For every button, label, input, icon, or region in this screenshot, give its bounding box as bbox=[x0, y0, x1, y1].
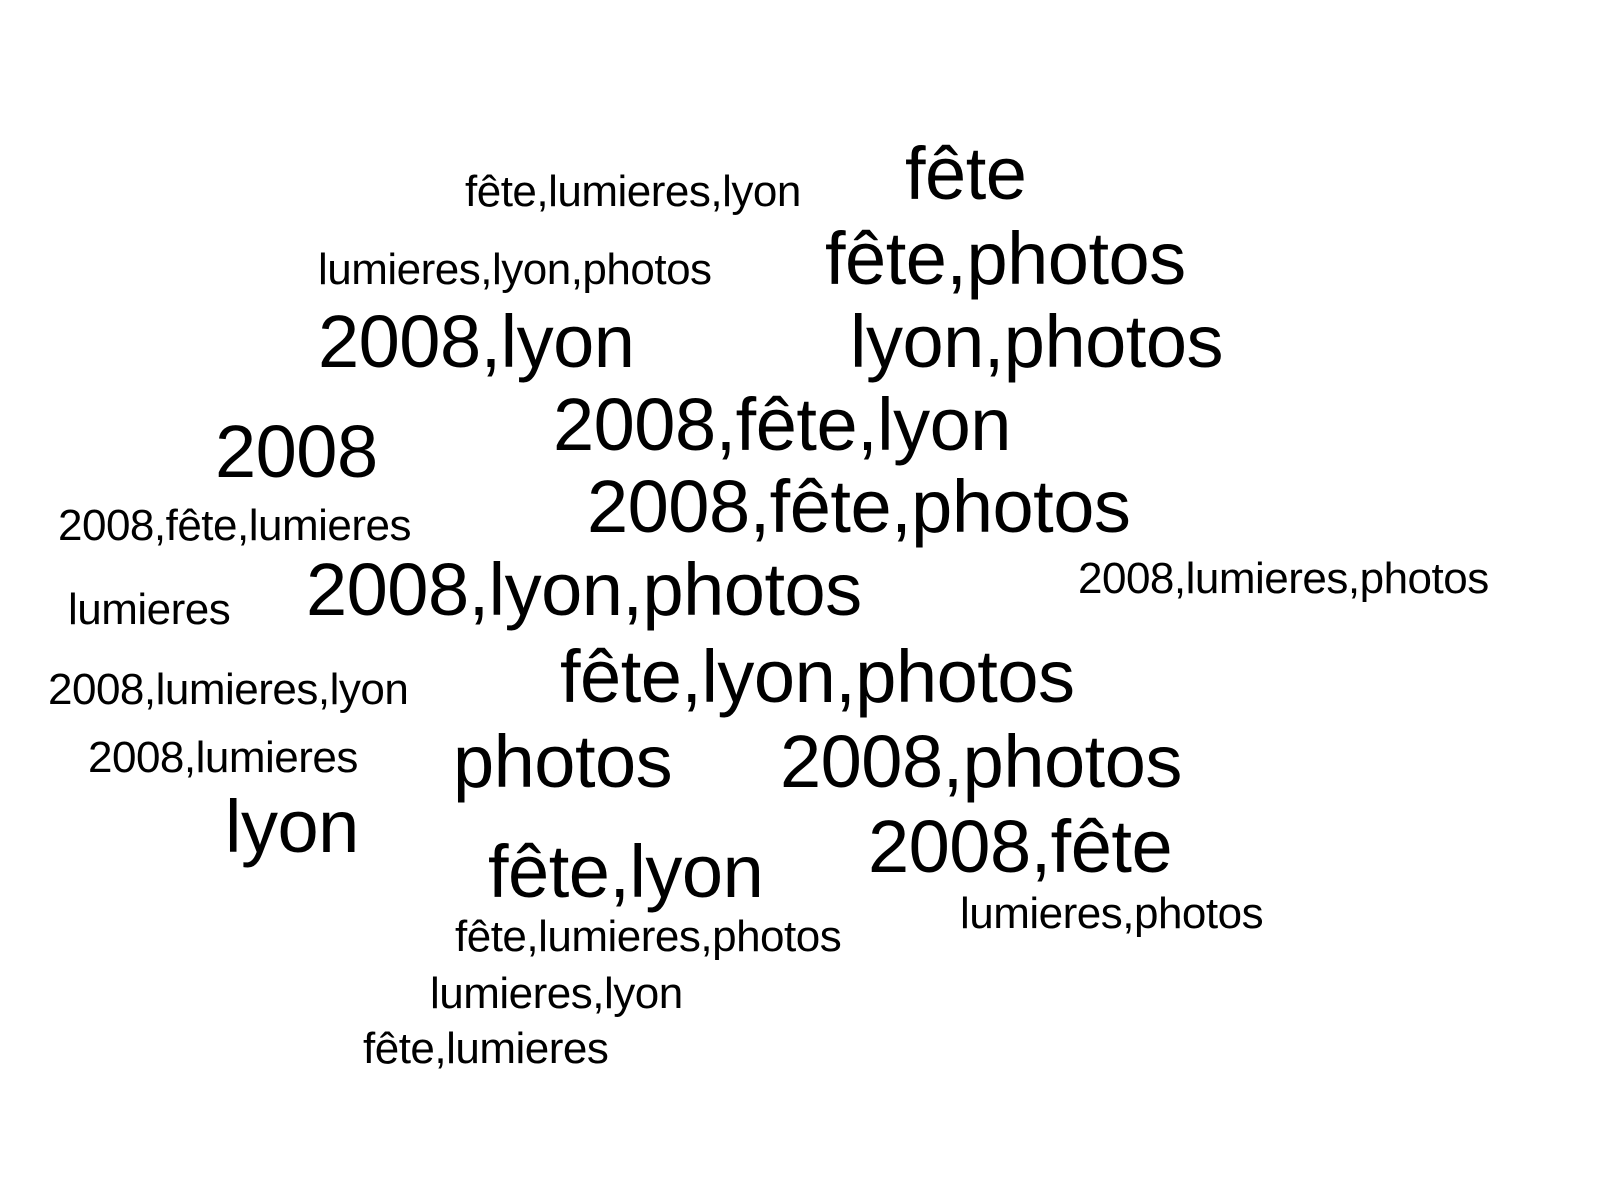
tag-word: fête,lyon,photos bbox=[560, 635, 1075, 718]
tag-word: lumieres,lyon,photos bbox=[318, 245, 712, 294]
tag-word: photos bbox=[453, 720, 673, 803]
tag-word: fête,lyon bbox=[488, 830, 764, 913]
tag-word: lumieres,lyon bbox=[430, 969, 683, 1018]
tag-word: fête bbox=[905, 132, 1027, 215]
tag-word: 2008,lumieres bbox=[88, 733, 358, 782]
tag-word: lyon,photos bbox=[850, 300, 1224, 383]
tag-word: fête,lumieres bbox=[363, 1024, 609, 1073]
tag-word: 2008,fête,lyon bbox=[553, 383, 1011, 466]
tag-word: 2008,fête bbox=[868, 805, 1173, 888]
tag-word: fête,lumieres,photos bbox=[455, 912, 842, 961]
tag-word: lumieres,photos bbox=[960, 889, 1264, 938]
tag-word: lyon bbox=[225, 785, 359, 868]
tag-word: 2008,lumieres,photos bbox=[1078, 554, 1489, 603]
tag-word: 2008,fête,photos bbox=[587, 465, 1131, 548]
tag-word: 2008,lumieres,lyon bbox=[48, 665, 409, 714]
tag-word: fête,photos bbox=[825, 217, 1186, 300]
tag-word: lumieres bbox=[68, 585, 231, 634]
tag-word: fête,lumieres,lyon bbox=[465, 167, 801, 216]
tag-word: 2008 bbox=[215, 410, 378, 493]
tag-word: 2008,lyon,photos bbox=[306, 548, 862, 631]
tag-word: 2008,photos bbox=[780, 720, 1182, 803]
tag-word: 2008,lyon bbox=[318, 300, 635, 383]
tag-word: 2008,fête,lumieres bbox=[58, 501, 412, 550]
